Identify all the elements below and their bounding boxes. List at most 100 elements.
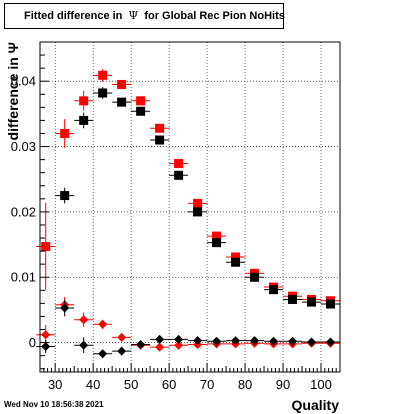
timestamp: Wed Nov 10 18:56:38 2021 — [4, 400, 104, 409]
diamond-marker — [79, 315, 89, 325]
diamond-marker — [307, 337, 317, 347]
diamond-marker — [60, 303, 70, 313]
x-tick-label: 90 — [276, 377, 290, 392]
square-data-point — [150, 123, 170, 133]
square-marker — [231, 257, 241, 267]
square-data-point — [55, 187, 75, 204]
y-tick-label: 0.04 — [11, 74, 36, 89]
square-marker — [288, 294, 298, 304]
diamond-data-point — [112, 332, 132, 342]
square-data-point — [74, 112, 94, 129]
diamond-data-point — [188, 336, 208, 346]
square-marker — [307, 297, 317, 307]
diamond-data-point — [36, 339, 56, 354]
square-data-point — [245, 272, 265, 282]
diamond-data-point — [245, 336, 265, 346]
diamond-marker — [193, 336, 203, 346]
square-marker — [212, 238, 222, 248]
square-marker — [98, 70, 108, 80]
square-marker — [326, 299, 336, 309]
square-data-point — [55, 119, 75, 148]
square-marker — [117, 97, 127, 107]
square-marker — [79, 96, 89, 106]
x-axis-label: Quality — [292, 397, 340, 413]
square-data-point — [36, 202, 56, 291]
diamond-data-point — [55, 299, 75, 317]
square-marker — [60, 191, 70, 201]
diamond-data-point — [283, 336, 303, 346]
diamond-data-point — [93, 319, 113, 329]
square-data-point — [112, 97, 132, 107]
square-marker — [212, 231, 222, 241]
plot-frame — [39, 41, 341, 373]
y-tick-label: 0.03 — [11, 139, 36, 154]
title-suffix: for Global Rec Pion NoHits — [144, 10, 285, 22]
x-tick-label: 50 — [124, 377, 138, 392]
diamond-data-point — [226, 336, 246, 346]
x-tick-label: 40 — [86, 377, 100, 392]
chart-title: Fitted difference in Ψ for Global Rec Pi… — [4, 3, 285, 29]
axes: 30 40 50 60 70 80 90 100 0 0.01 0.02 0.03 0.04 — [11, 41, 341, 392]
data-series — [36, 68, 340, 359]
square-marker — [269, 285, 279, 295]
diamond-marker — [136, 340, 146, 350]
diamond-marker — [41, 342, 51, 352]
diamond-marker — [155, 334, 165, 344]
square-marker — [155, 123, 165, 133]
square-data-point — [264, 285, 284, 295]
square-marker — [231, 252, 241, 262]
x-tick-label: 70 — [200, 377, 214, 392]
square-marker — [60, 128, 70, 138]
square-data-point — [321, 299, 340, 309]
diamond-data-point — [207, 336, 227, 346]
diamond-data-point — [169, 340, 189, 350]
square-data-point — [112, 79, 132, 90]
x-tick-label: 100 — [310, 377, 332, 392]
square-data-point — [207, 231, 227, 241]
square-data-point — [150, 135, 170, 145]
diamond-data-point — [150, 334, 170, 344]
square-data-point — [93, 68, 113, 82]
diamond-data-point — [150, 342, 170, 352]
square-marker — [136, 96, 146, 106]
square-data-point — [283, 294, 303, 304]
y-axis-label: difference in Ψ — [5, 42, 21, 140]
square-marker — [79, 115, 89, 125]
square-data-point — [169, 170, 189, 180]
y-tick-label: 0.02 — [11, 204, 36, 219]
diamond-marker — [117, 346, 127, 356]
diamond-marker — [326, 337, 336, 347]
diamond-data-point — [264, 336, 284, 346]
square-data-point — [207, 238, 227, 248]
square-marker — [193, 207, 203, 217]
y-tick-label: 0 — [29, 335, 36, 350]
diamond-data-point — [93, 349, 113, 359]
square-data-point — [131, 106, 151, 116]
diamond-marker — [155, 342, 165, 352]
square-data-point — [302, 297, 322, 307]
diamond-marker — [174, 334, 184, 344]
square-marker — [174, 170, 184, 180]
square-marker — [155, 135, 165, 145]
square-marker — [41, 242, 51, 252]
square-marker — [117, 79, 127, 89]
square-data-point — [188, 198, 208, 208]
square-marker — [193, 198, 203, 208]
diamond-marker — [288, 336, 298, 346]
diamond-marker — [250, 336, 260, 346]
diamond-marker — [79, 340, 89, 350]
title-prefix: Fitted difference in — [24, 10, 123, 22]
x-tick-label: 80 — [238, 377, 252, 392]
square-marker — [98, 88, 108, 98]
square-data-point — [74, 91, 94, 111]
y-tick-label: 0.01 — [11, 270, 36, 285]
x-tick-label: 30 — [48, 377, 62, 392]
square-data-point — [188, 207, 208, 217]
diamond-marker — [212, 336, 222, 346]
diamond-marker — [41, 330, 51, 340]
diamond-marker — [231, 336, 241, 346]
diamond-data-point — [302, 337, 322, 347]
title-symbol: Ψ — [128, 9, 139, 22]
diamond-data-point — [74, 312, 94, 327]
diamond-marker — [98, 349, 108, 359]
